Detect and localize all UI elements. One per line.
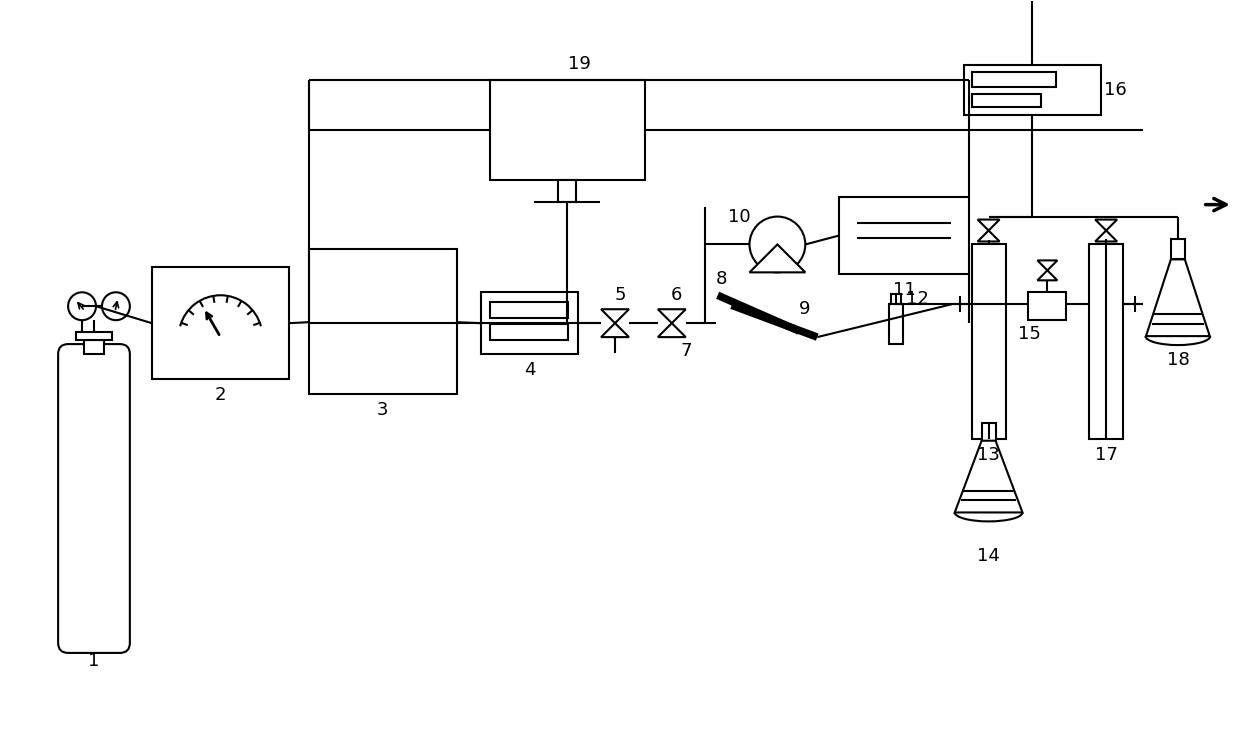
- Text: 6: 6: [671, 286, 682, 305]
- Circle shape: [102, 292, 130, 320]
- Polygon shape: [955, 440, 1023, 512]
- Text: 10: 10: [728, 208, 751, 225]
- Text: 3: 3: [377, 401, 388, 419]
- Polygon shape: [601, 309, 629, 323]
- Polygon shape: [1038, 261, 1058, 270]
- Polygon shape: [977, 219, 999, 230]
- FancyBboxPatch shape: [58, 344, 130, 653]
- Bar: [151, 267, 289, 379]
- Bar: [491, 80, 645, 180]
- Bar: [1171, 239, 1185, 259]
- Text: 19: 19: [568, 55, 590, 73]
- Bar: [972, 244, 1006, 439]
- Text: 13: 13: [977, 446, 999, 464]
- Bar: [491, 302, 568, 318]
- Bar: [1089, 244, 1123, 439]
- Polygon shape: [1038, 270, 1058, 280]
- Bar: [481, 292, 578, 354]
- Polygon shape: [1095, 219, 1117, 230]
- Polygon shape: [749, 244, 805, 272]
- Text: 18: 18: [1167, 351, 1189, 369]
- Bar: [892, 294, 901, 304]
- Polygon shape: [1095, 230, 1117, 241]
- Bar: [972, 72, 1056, 87]
- Circle shape: [68, 292, 95, 320]
- Text: 12: 12: [906, 290, 929, 308]
- Text: 9: 9: [799, 300, 810, 319]
- Polygon shape: [658, 309, 686, 323]
- Text: 2: 2: [215, 386, 226, 404]
- Bar: [76, 332, 112, 340]
- Bar: [839, 197, 968, 275]
- Text: 14: 14: [977, 548, 999, 565]
- Bar: [84, 340, 104, 354]
- Polygon shape: [977, 230, 999, 241]
- Bar: [972, 94, 1042, 107]
- Bar: [982, 423, 996, 440]
- Text: 4: 4: [523, 361, 536, 379]
- Bar: [491, 324, 568, 340]
- Bar: [1028, 292, 1066, 320]
- Circle shape: [749, 217, 805, 272]
- Polygon shape: [601, 323, 629, 337]
- Polygon shape: [658, 323, 686, 337]
- Bar: [309, 250, 456, 394]
- Text: 7: 7: [681, 342, 692, 360]
- Text: 15: 15: [1018, 325, 1040, 343]
- Text: 5: 5: [614, 286, 626, 305]
- Bar: [889, 304, 903, 344]
- Text: 11: 11: [893, 281, 915, 299]
- Bar: [558, 180, 577, 202]
- Text: 16: 16: [1104, 81, 1126, 99]
- Text: 8: 8: [715, 270, 728, 288]
- Text: 1: 1: [88, 652, 99, 670]
- Bar: [963, 65, 1101, 115]
- Text: 17: 17: [1095, 446, 1117, 464]
- Polygon shape: [1146, 259, 1210, 336]
